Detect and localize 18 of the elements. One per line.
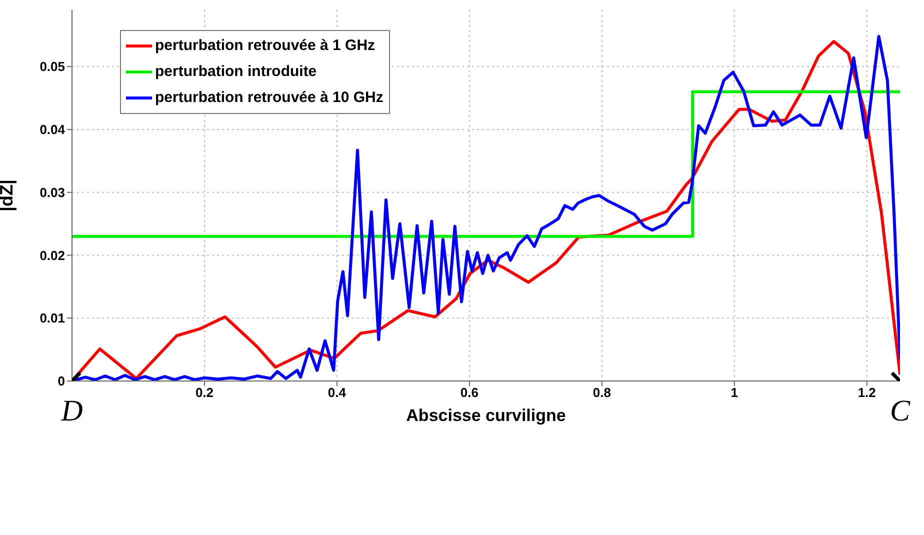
y-tick-label: 0.04 — [40, 122, 66, 138]
legend-label: perturbation retrouvée à 1 GHz — [155, 36, 376, 56]
y-tick-label: 0.03 — [40, 184, 65, 200]
x-tick-label: 1.2 — [858, 385, 876, 400]
y-tick-label: 0.01 — [40, 310, 65, 326]
x-tick-label: 0.2 — [195, 385, 214, 400]
legend-label: perturbation retrouvée à 10 GHz — [155, 88, 384, 108]
x-tick-label: 0.8 — [592, 385, 611, 400]
x-axis-title: Abscisse curviligne — [406, 406, 566, 425]
y-tick-label: 0.05 — [40, 59, 65, 74]
legend-label: perturbation introduite — [155, 62, 317, 82]
x-tick-label: 0.6 — [460, 385, 478, 400]
x-tick-label: 1 — [730, 385, 738, 400]
y-tick-label: 0 — [58, 374, 65, 389]
x-tick-label: 0.4 — [328, 385, 347, 400]
y-tick-label: 0.02 — [40, 248, 65, 263]
annotation: C — [890, 394, 911, 428]
annotation: D — [60, 394, 84, 428]
